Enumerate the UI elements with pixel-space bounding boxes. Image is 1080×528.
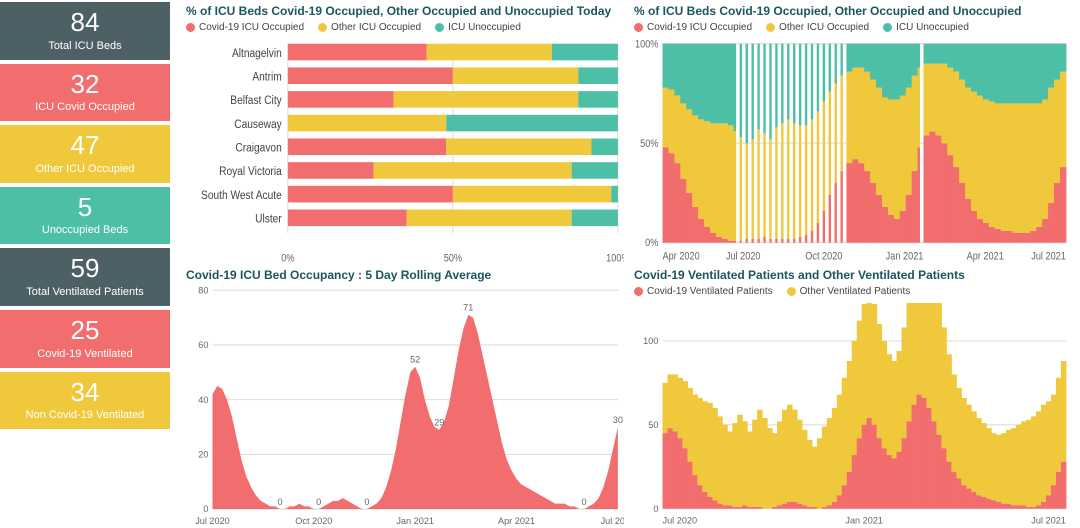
svg-text:80: 80: [198, 286, 208, 295]
svg-text:Altnagelvin: Altnagelvin: [232, 47, 282, 60]
svg-text:0: 0: [278, 497, 283, 507]
chart-title: % of ICU Beds Covid-19 Occupied, Other O…: [634, 4, 1072, 18]
svg-text:30: 30: [613, 415, 623, 425]
kpi-label: Total Ventilated Patients: [4, 286, 166, 298]
svg-text:Jul 2020: Jul 2020: [195, 516, 230, 526]
legend-item: ICU Unoccupied: [435, 22, 521, 33]
legend-item: Covid-19 Ventilated Patients: [634, 286, 773, 297]
legend-item: Covid-19 ICU Occupied: [634, 22, 752, 33]
svg-text:Jan 2021: Jan 2021: [845, 514, 883, 525]
svg-text:50%: 50%: [444, 253, 462, 264]
kpi-card: 5 Unoccupied Beds: [0, 187, 170, 245]
chart-title: % of ICU Beds Covid-19 Occupied, Other O…: [186, 4, 624, 18]
svg-text:Causeway: Causeway: [234, 118, 282, 131]
svg-text:71: 71: [463, 302, 473, 312]
svg-text:20: 20: [198, 449, 208, 459]
svg-text:Jan 2021: Jan 2021: [396, 516, 434, 526]
svg-text:60: 60: [198, 340, 208, 350]
legend-item: Other ICU Occupied: [766, 22, 869, 33]
kpi-card: 47 Other ICU Occupied: [0, 125, 170, 183]
kpi-label: Covid-19 Ventilated: [4, 348, 166, 360]
kpi-value: 84: [4, 8, 166, 37]
legend-item: ICU Unoccupied: [883, 22, 969, 33]
kpi-label: Non Covid-19 Ventilated: [4, 409, 166, 421]
kpi-value: 47: [4, 131, 166, 160]
svg-text:0%: 0%: [645, 238, 658, 250]
kpi-label: Unoccupied Beds: [4, 224, 166, 236]
svg-text:52: 52: [410, 354, 420, 364]
svg-text:40: 40: [198, 395, 208, 405]
svg-text:Royal Victoria: Royal Victoria: [219, 166, 282, 179]
svg-text:Antrim: Antrim: [252, 71, 281, 84]
svg-text:Jul 2021: Jul 2021: [601, 516, 624, 526]
kpi-card: 84 Total ICU Beds: [0, 2, 170, 60]
svg-text:50: 50: [648, 419, 658, 430]
kpi-label: Total ICU Beds: [4, 40, 166, 52]
kpi-label: ICU Covid Occupied: [4, 101, 166, 113]
panel-hbars: % of ICU Beds Covid-19 Occupied, Other O…: [186, 4, 624, 264]
svg-text:Jul 2021: Jul 2021: [1031, 251, 1066, 263]
svg-text:0: 0: [203, 504, 208, 514]
kpi-card: 32 ICU Covid Occupied: [0, 64, 170, 122]
svg-text:0: 0: [364, 497, 369, 507]
kpi-value: 34: [4, 378, 166, 407]
chart-title: Covid-19 ICU Bed Occupancy : 5 Day Rolli…: [186, 268, 624, 282]
legend-item: Other Ventilated Patients: [787, 286, 911, 297]
svg-text:Jan 2021: Jan 2021: [886, 251, 924, 263]
kpi-value: 25: [4, 316, 166, 345]
svg-text:50%: 50%: [640, 138, 658, 150]
svg-text:Apr 2020: Apr 2020: [663, 251, 701, 263]
svg-text:Apr 2021: Apr 2021: [967, 251, 1005, 263]
kpi-value: 32: [4, 70, 166, 99]
kpi-label: Other ICU Occupied: [4, 163, 166, 175]
legend: Covid-19 Ventilated Patients Other Ventil…: [634, 286, 1072, 297]
svg-text:29: 29: [434, 417, 444, 427]
legend-item: Covid-19 ICU Occupied: [186, 22, 304, 33]
kpi-card: 34 Non Covid-19 Ventilated: [0, 372, 170, 430]
svg-text:100%: 100%: [606, 253, 624, 264]
svg-text:Jul 2020: Jul 2020: [726, 251, 761, 263]
svg-text:Craigavon: Craigavon: [235, 142, 281, 155]
svg-text:Jul 2020: Jul 2020: [663, 514, 698, 525]
panel-stacked-area: % of ICU Beds Covid-19 Occupied, Other O…: [634, 4, 1072, 264]
kpi-value: 59: [4, 254, 166, 283]
svg-text:Jul 2021: Jul 2021: [1031, 514, 1066, 525]
legend: Covid-19 ICU Occupied Other ICU Occupied I…: [634, 22, 1072, 33]
svg-text:Oct 2020: Oct 2020: [805, 251, 843, 263]
svg-text:0: 0: [653, 503, 658, 514]
panel-area-rolling: Covid-19 ICU Bed Occupancy : 5 Day Rolli…: [186, 268, 624, 528]
svg-text:South West Acute: South West Acute: [201, 189, 282, 202]
svg-text:0%: 0%: [281, 253, 294, 264]
svg-text:0: 0: [582, 497, 587, 507]
kpi-card: 59 Total Ventilated Patients: [0, 248, 170, 306]
legend-item: Other ICU Occupied: [318, 22, 421, 33]
panel-ventilated: Covid-19 Ventilated Patients and Other V…: [634, 268, 1072, 528]
svg-text:Oct 2020: Oct 2020: [295, 516, 332, 526]
svg-text:Apr 2021: Apr 2021: [498, 516, 535, 526]
svg-text:100: 100: [643, 335, 658, 346]
legend: Covid-19 ICU Occupied Other ICU Occupied I…: [186, 22, 624, 33]
chart-title: Covid-19 Ventilated Patients and Other V…: [634, 268, 1072, 282]
svg-text:Belfast City: Belfast City: [230, 94, 282, 107]
svg-text:100%: 100%: [635, 39, 659, 51]
svg-text:Ulster: Ulster: [255, 213, 282, 226]
svg-text:0: 0: [316, 497, 321, 507]
kpi-card: 25 Covid-19 Ventilated: [0, 310, 170, 368]
kpi-value: 5: [4, 193, 166, 222]
